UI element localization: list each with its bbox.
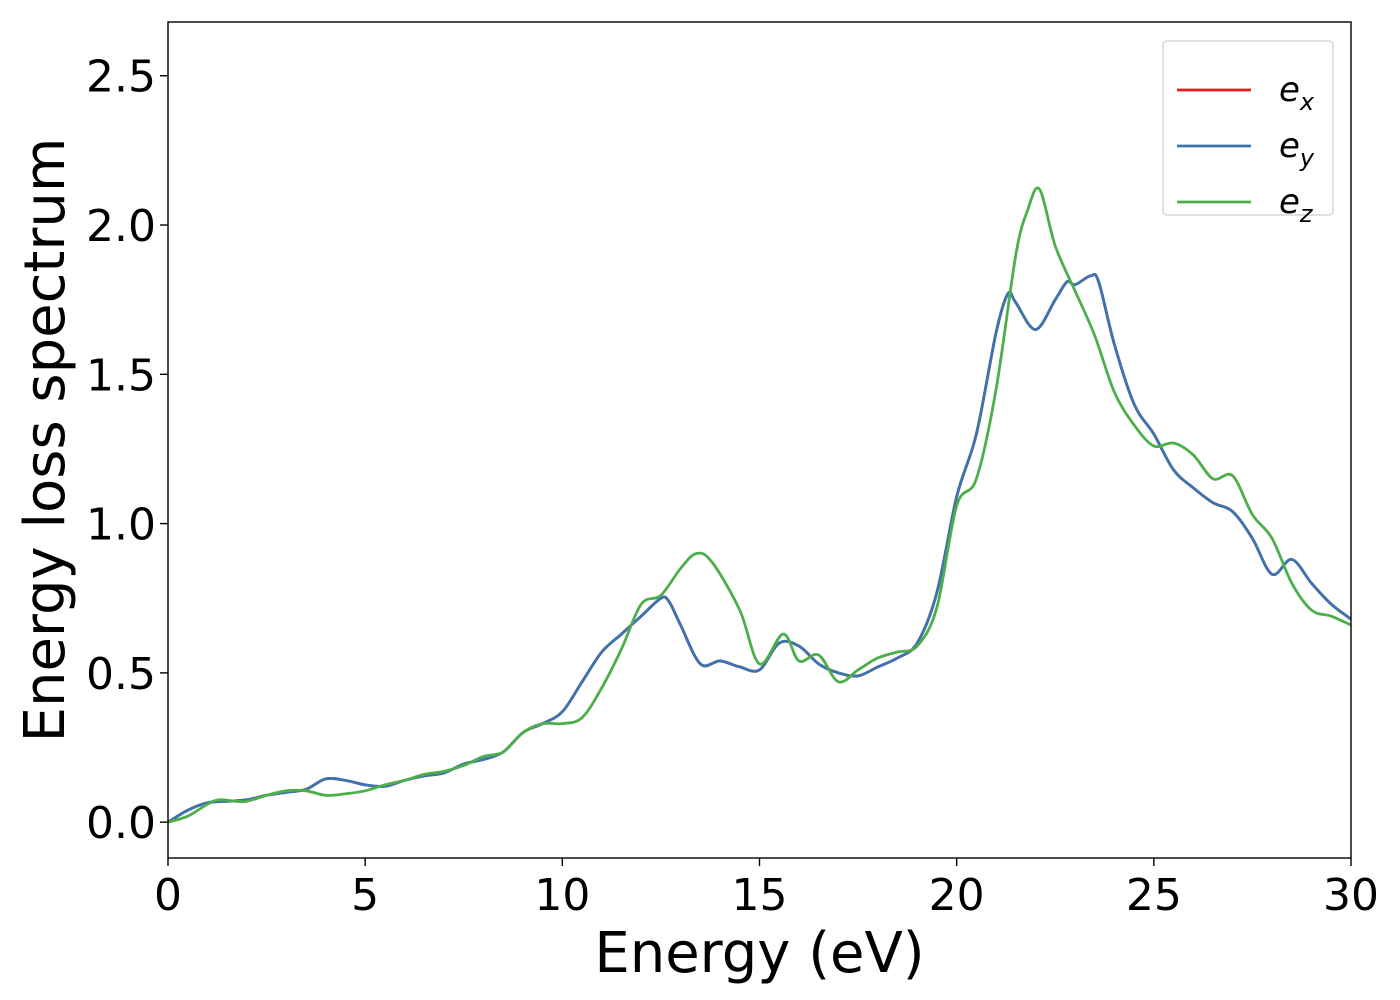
x-tick-label: 20 <box>929 870 985 921</box>
y-tick-label: 1.0 <box>86 500 156 551</box>
legend-box <box>1162 40 1334 216</box>
x-axis-label: Energy (eV) <box>594 921 924 986</box>
y-tick-label: 2.5 <box>86 52 156 103</box>
legend-label-z: ez <box>1279 182 1314 228</box>
x-tick-label: 0 <box>154 870 182 921</box>
x-tick-label: 15 <box>732 870 788 921</box>
x-axis-ticks: 0 5 10 15 20 25 30 <box>154 858 1379 921</box>
y-axis-ticks: 0.0 0.5 1.0 1.5 2.0 2.5 <box>86 52 168 849</box>
legend-label-x: ex <box>1279 70 1315 116</box>
x-tick-label: 25 <box>1126 870 1182 921</box>
x-tick-label: 10 <box>534 870 590 921</box>
y-axis-label: Energy loss spectrum <box>13 138 78 743</box>
series-lines <box>168 186 1351 824</box>
y-tick-label: 2.0 <box>86 201 156 252</box>
y-tick-label: 0.0 <box>86 798 156 849</box>
x-tick-label: 30 <box>1323 870 1379 921</box>
y-tick-label: 0.5 <box>86 649 156 700</box>
series-line-z <box>168 186 1351 824</box>
legend-label-y: ey <box>1279 126 1315 172</box>
x-tick-label: 5 <box>351 870 379 921</box>
legend: ex ey ez <box>1162 40 1334 228</box>
y-tick-label: 1.5 <box>86 350 156 401</box>
